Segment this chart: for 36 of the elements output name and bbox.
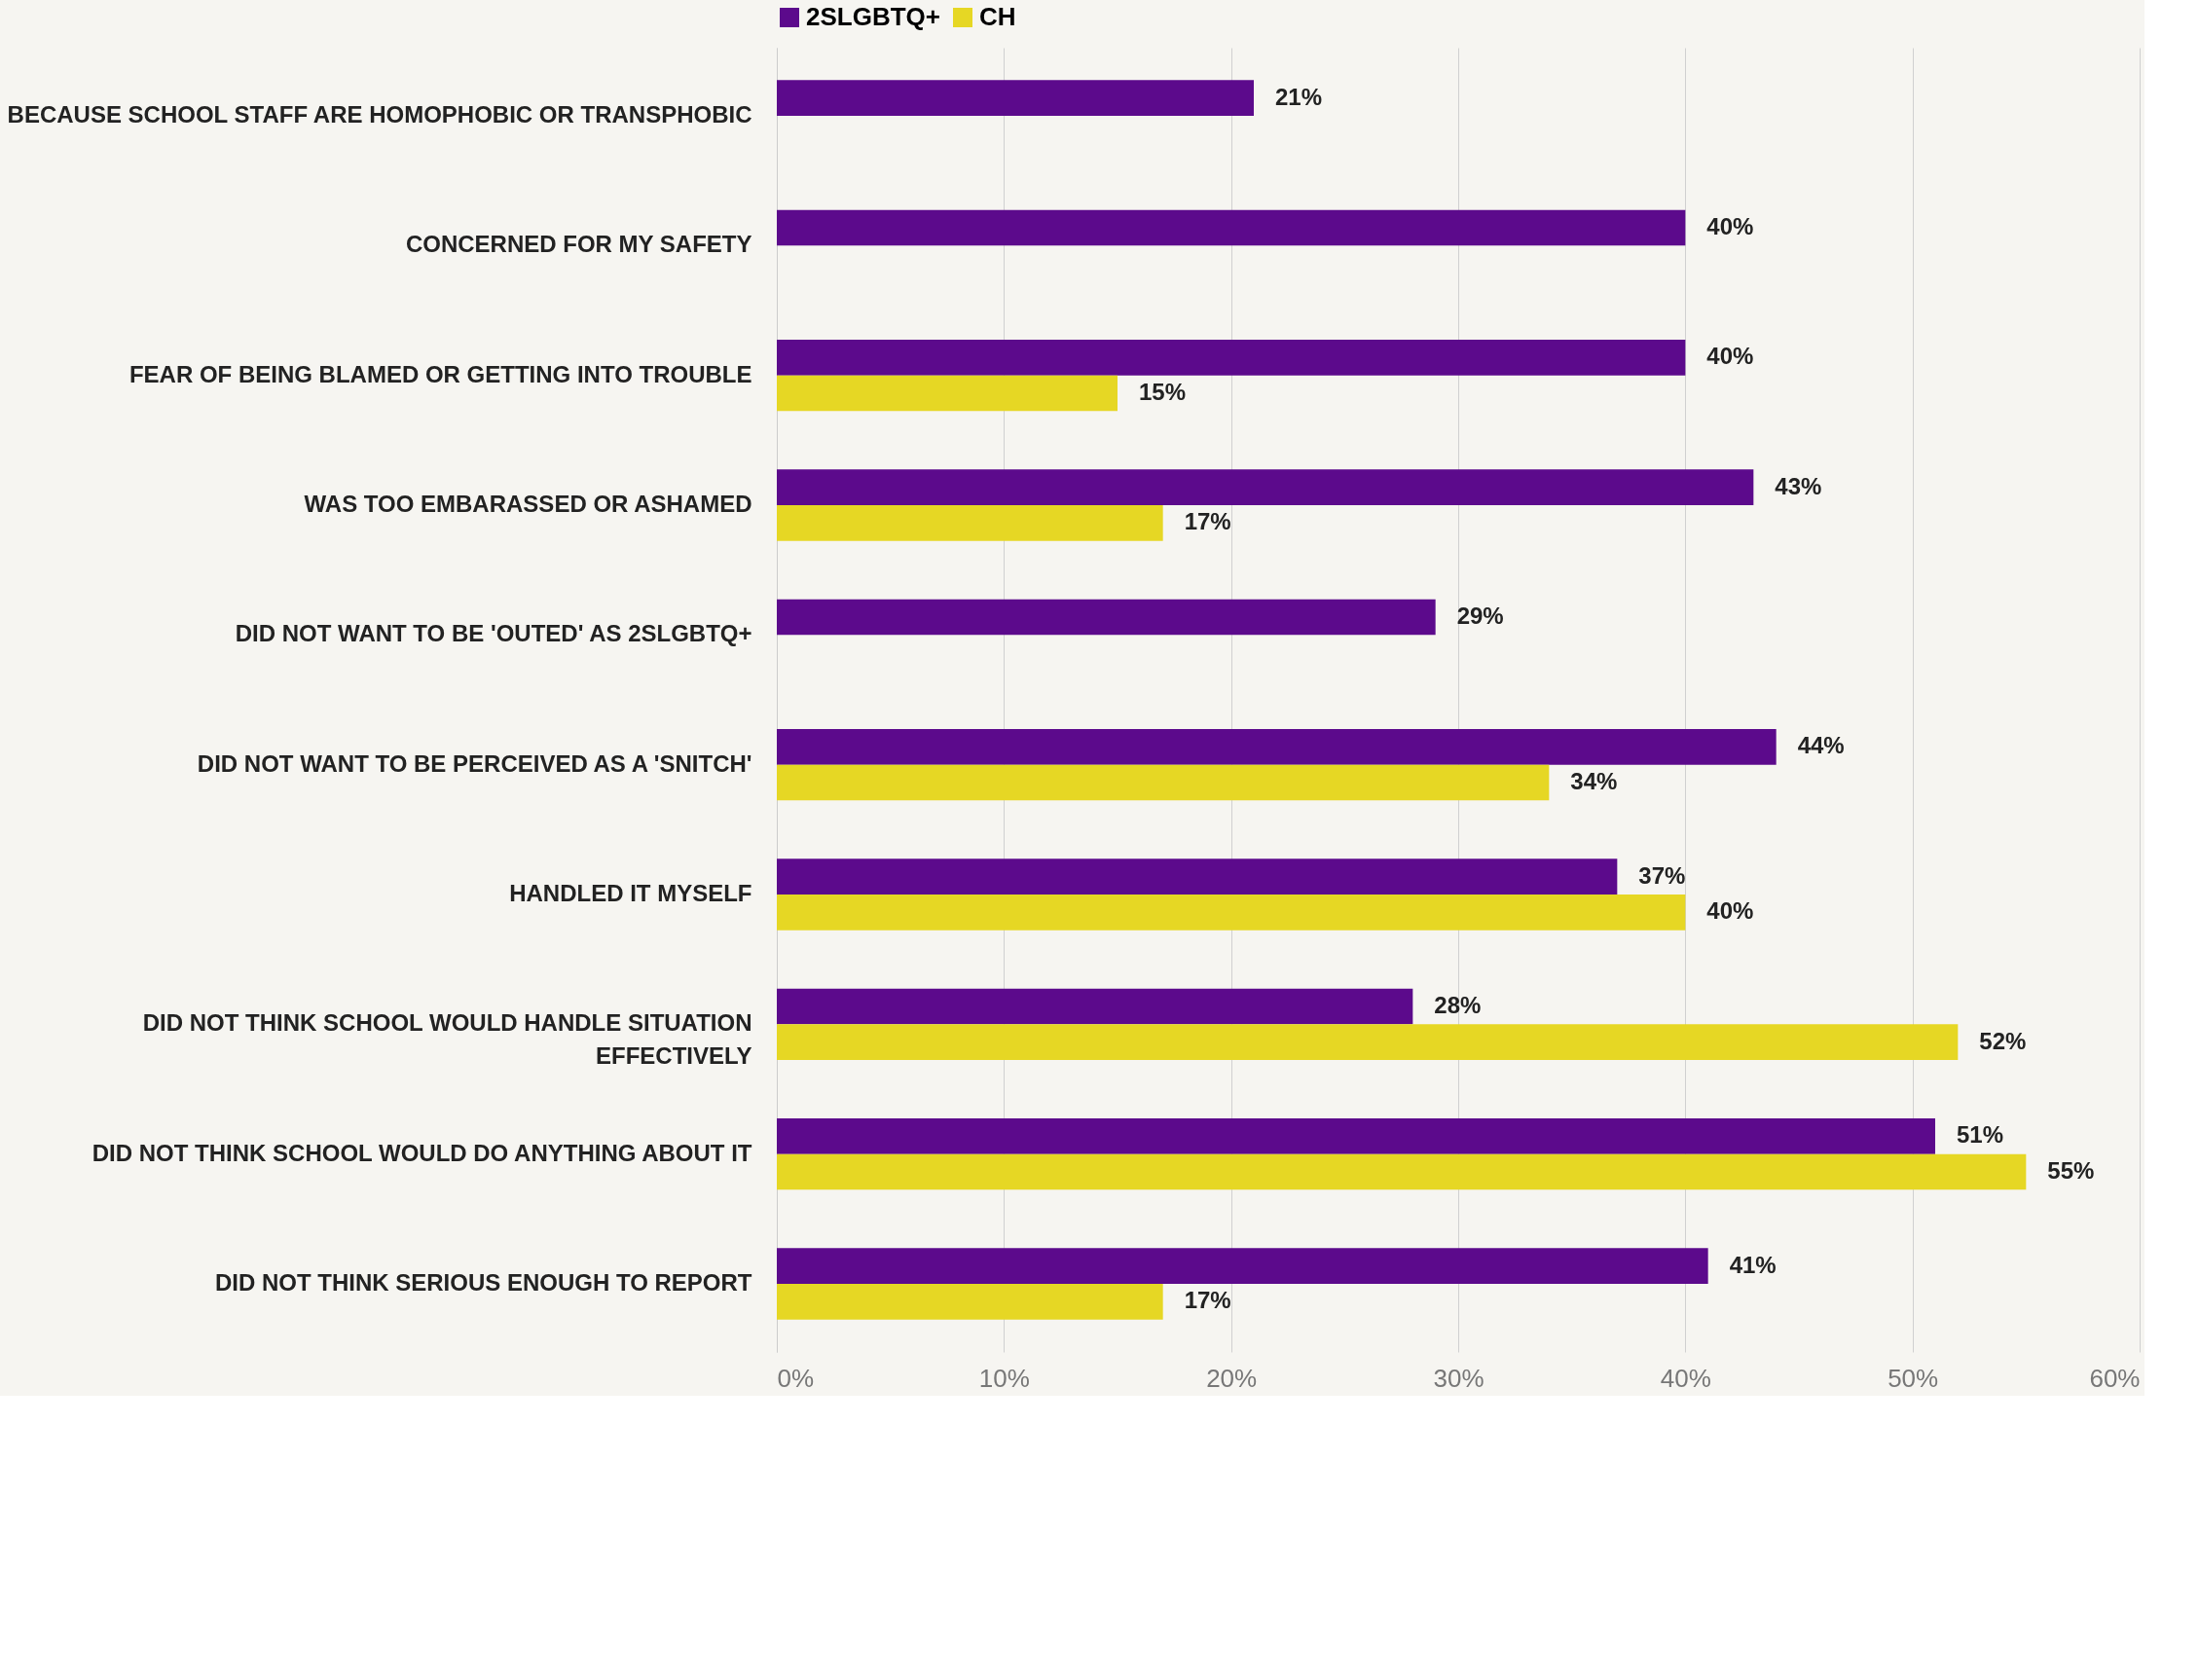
- legend-label: 2SLGBTQ+: [806, 2, 940, 31]
- data-label: 29%: [1456, 603, 1504, 629]
- y-tick-label: DID NOT WANT TO BE PERCEIVED AS A 'SNITCH': [197, 749, 752, 777]
- y-tick-label: DID NOT WANT TO BE 'OUTED' AS 2SLGBTQ+: [235, 620, 752, 647]
- y-tick-label: FEAR OF BEING BLAMED OR GETTING INTO TROUBLE: [128, 360, 752, 387]
- y-tick-label: DID NOT THINK SERIOUS ENOUGH TO REPORT: [214, 1269, 752, 1296]
- y-tick-label: DID NOT THINK SCHOOL WOULD HANDLE SITUATION EFFECTIVELY: [142, 1009, 752, 1070]
- data-label: 51%: [1957, 1121, 2004, 1149]
- x-tick-label: 10%: [978, 1363, 1030, 1393]
- data-label: 40%: [1706, 213, 1754, 239]
- y-tick-label: HANDLED IT MYSELF: [509, 880, 752, 906]
- y-tick-label: BECAUSE SCHOOL STAFF ARE HOMOPHOBIC OR TRANSPHOBIC: [7, 101, 752, 128]
- data-label: 41%: [1729, 1251, 1777, 1278]
- data-label: 28%: [1434, 992, 1482, 1018]
- x-tick-label: 20%: [1206, 1363, 1258, 1393]
- data-label: 55%: [2047, 1157, 2095, 1184]
- data-label: 15%: [1139, 379, 1187, 405]
- y-tick-label: CONCERNED FOR MY SAFETY: [405, 231, 752, 258]
- legend-label: CH: [979, 2, 1016, 31]
- data-label: 44%: [1797, 732, 1845, 759]
- x-tick-label: 40%: [1660, 1363, 1711, 1393]
- data-label: 34%: [1570, 768, 1618, 794]
- x-tick-label: 60%: [2089, 1363, 2141, 1393]
- data-label: 43%: [1775, 472, 1822, 499]
- x-tick-label: 0%: [777, 1363, 815, 1393]
- data-label: 37%: [1638, 861, 1686, 889]
- x-tick-label: 30%: [1433, 1363, 1484, 1393]
- y-tick-label: WAS TOO EMBARASSED OR ASHAMED: [304, 491, 752, 517]
- data-label: 21%: [1275, 83, 1323, 110]
- data-label: 40%: [1706, 343, 1754, 370]
- y-tick-label: DID NOT THINK SCHOOL WOULD DO ANYTHING ABOUT IT: [92, 1139, 752, 1166]
- data-label: 40%: [1706, 897, 1754, 925]
- data-label: 17%: [1184, 508, 1231, 535]
- data-label: 17%: [1184, 1287, 1231, 1314]
- data-label: 52%: [1979, 1027, 2027, 1054]
- x-tick-label: 50%: [1887, 1363, 1939, 1393]
